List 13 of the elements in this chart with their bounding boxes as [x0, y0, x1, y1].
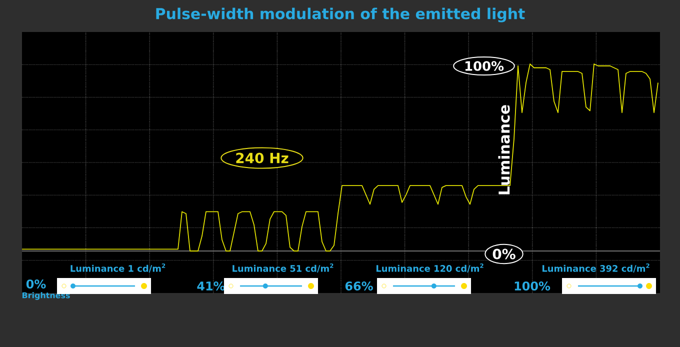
text: Luminance 392 cd/m$^{2}$: [542, 263, 650, 273]
text: 41%: [197, 281, 225, 291]
annotation: 0%: [492, 248, 516, 260]
y-axis-title: Luminance: [498, 105, 510, 194]
chart-title: Pulse-width modulation of the emitted light: [156, 8, 525, 22]
text: 66%: [345, 281, 373, 291]
text: 0%: [26, 279, 46, 289]
text: Luminance 1 cd/m$^{2}$: [70, 263, 166, 273]
text: Luminance 51 cd/m$^{2}$: [232, 263, 334, 273]
annotation: 240 Hz: [236, 152, 288, 164]
text: 100%: [514, 281, 550, 291]
text: Luminance 120 cd/m$^{2}$: [376, 263, 484, 273]
annotation: 100%: [465, 61, 504, 71]
